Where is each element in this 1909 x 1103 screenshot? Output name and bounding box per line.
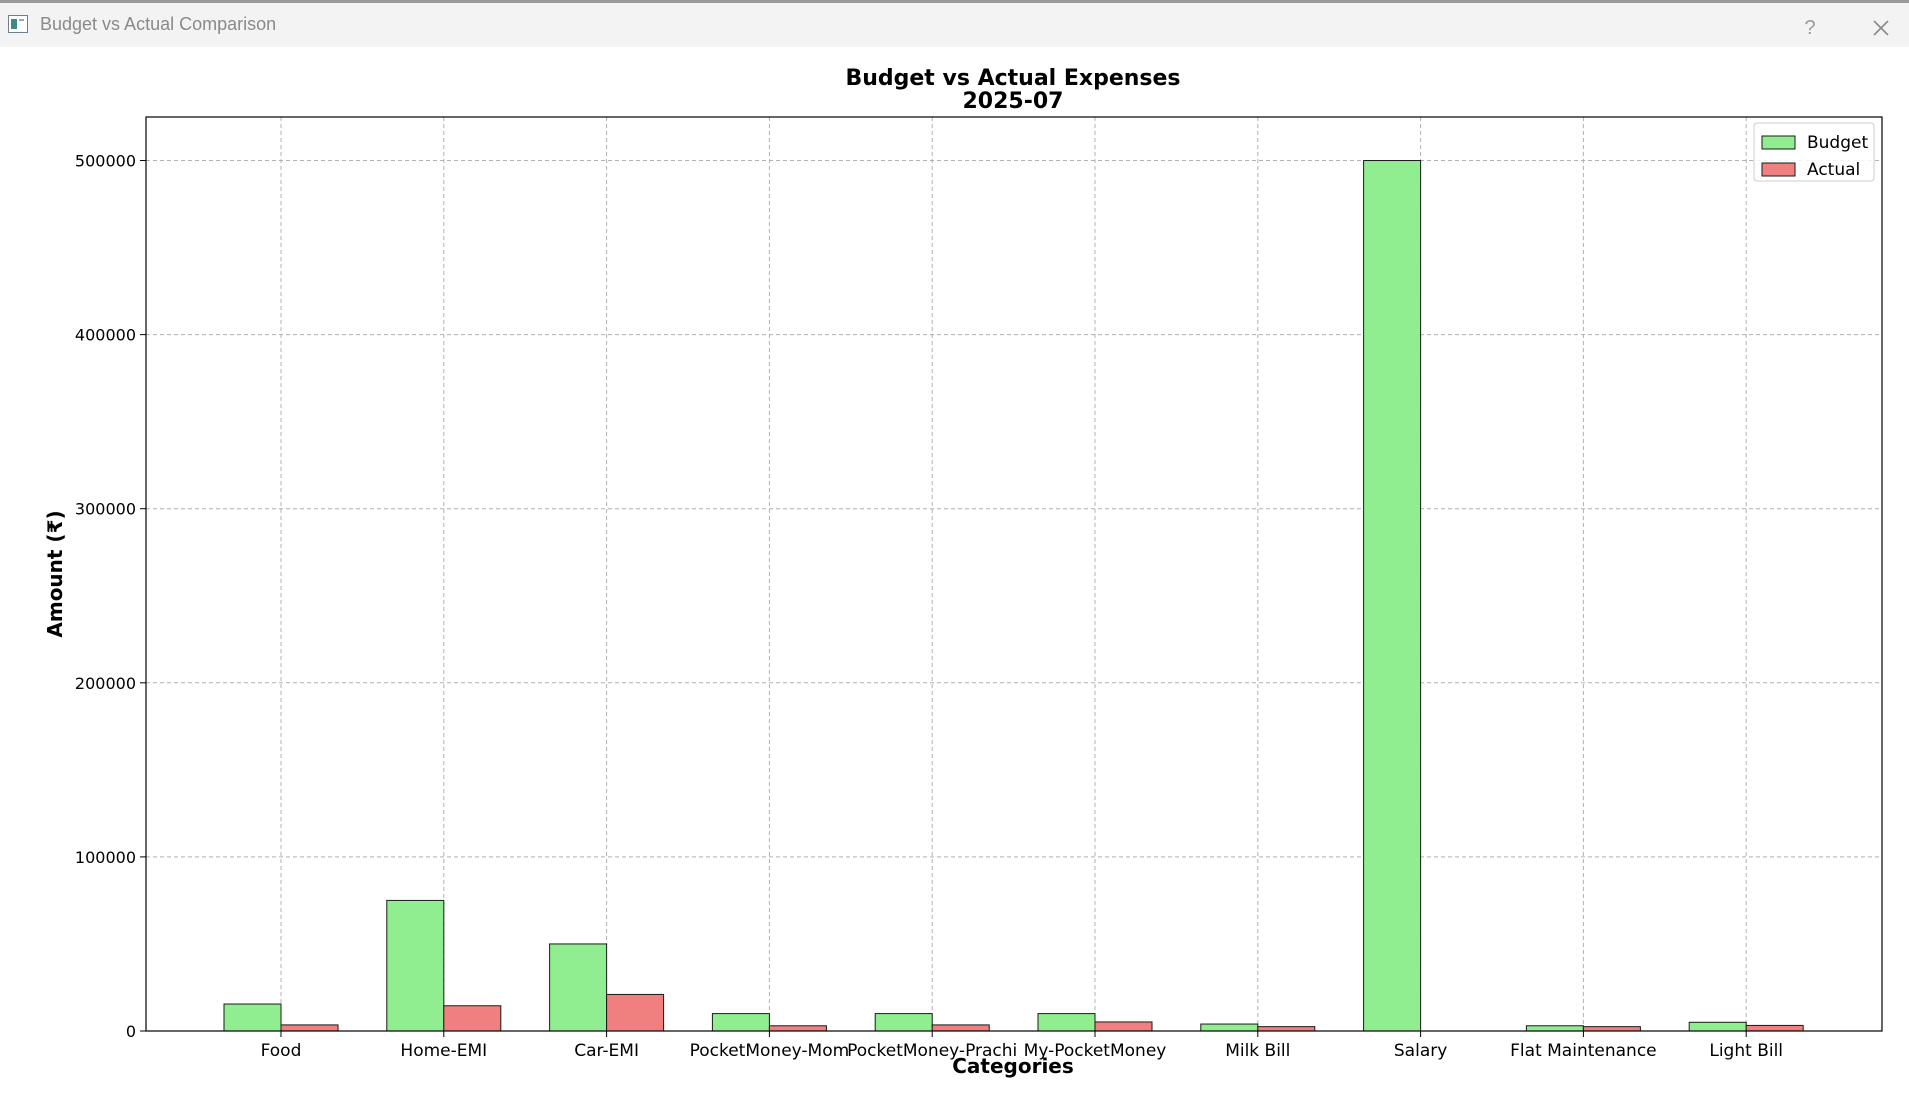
- legend-swatch-actual: [1761, 162, 1796, 177]
- bar-budget: [1688, 1021, 1747, 1032]
- x-tick-label: My-PocketMoney: [1024, 1041, 1167, 1061]
- y-tick-label: 0: [126, 1022, 136, 1041]
- bar-actual: [1582, 1026, 1641, 1032]
- bar-budget: [549, 943, 608, 1032]
- bar-actual: [443, 1005, 502, 1032]
- x-axis-label: Categories: [952, 1054, 1074, 1078]
- bar-actual: [280, 1024, 339, 1032]
- x-tick-label: Milk Bill: [1225, 1041, 1290, 1061]
- y-tick-label: 200000: [75, 674, 136, 693]
- help-button[interactable]: ?: [1804, 17, 1816, 39]
- y-tick-label: 400000: [75, 326, 136, 345]
- x-tick-label: Home-EMI: [400, 1041, 487, 1061]
- bar-budget: [386, 899, 445, 1032]
- y-tick-label: 500000: [75, 152, 136, 171]
- bar-actual: [1257, 1026, 1316, 1032]
- y-tick-label: 100000: [75, 848, 136, 867]
- bar-budget: [1037, 1013, 1096, 1032]
- x-tick-label: PocketMoney-Mom: [690, 1041, 850, 1061]
- close-icon: [1873, 20, 1889, 36]
- bar-budget: [1200, 1023, 1259, 1032]
- y-tick-label: 300000: [75, 500, 136, 519]
- bar-actual: [1745, 1024, 1804, 1032]
- chart-title: Budget vs Actual Expenses: [845, 66, 1180, 91]
- bar-budget: [874, 1013, 933, 1032]
- app-icon: [8, 15, 28, 33]
- bar-actual: [768, 1025, 827, 1032]
- x-tick-label: Car-EMI: [574, 1041, 639, 1061]
- window-title: Budget vs Actual Comparison: [40, 14, 277, 34]
- x-tick-label: Light Bill: [1709, 1041, 1783, 1061]
- legend-label-budget: Budget: [1807, 133, 1868, 153]
- bar-actual: [931, 1024, 990, 1032]
- bar-budget: [711, 1013, 770, 1032]
- bar-budget: [1525, 1025, 1584, 1032]
- close-button[interactable]: [1862, 6, 1900, 50]
- chart-area: 0 100000 200000 300000 400000 500000 Food Home-…: [0, 47, 1909, 1099]
- plot-frame: [145, 116, 1883, 1032]
- chart-subtitle: 2025-07: [963, 89, 1064, 114]
- bar-budget: [223, 1003, 282, 1032]
- x-tick-label: Food: [261, 1041, 302, 1061]
- x-tick-label: Flat Maintenance: [1510, 1041, 1656, 1061]
- window-top-border: [0, 0, 1909, 3]
- bar-actual: [1094, 1021, 1153, 1032]
- y-axis-label: Amount (₹): [43, 510, 67, 637]
- legend-label-actual: Actual: [1807, 160, 1860, 180]
- budget-actual-chart: 0 100000 200000 300000 400000 500000 Food Home-…: [43, 66, 1883, 1078]
- x-tick-label: PocketMoney-Prachi: [847, 1041, 1017, 1061]
- bar-budget: [1363, 160, 1422, 1032]
- legend-swatch-budget: [1761, 135, 1796, 150]
- window-titlebar: Budget vs Actual Comparison ?: [0, 3, 1909, 47]
- bar-actual: [606, 993, 665, 1032]
- x-tick-label: Salary: [1394, 1041, 1447, 1061]
